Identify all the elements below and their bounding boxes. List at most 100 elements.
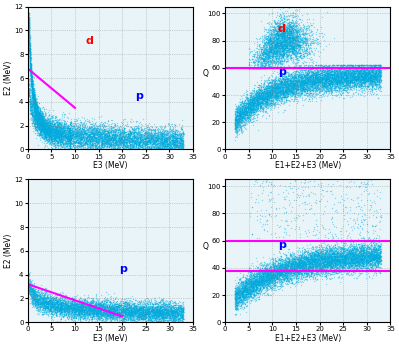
- Point: [293, 36, 299, 41]
- Point: [272, 60, 279, 65]
- Point: [46, 121, 53, 126]
- Point: [57, 125, 63, 130]
- Point: [73, 135, 79, 140]
- Point: [44, 132, 51, 137]
- Point: [347, 260, 354, 265]
- Point: [263, 273, 269, 278]
- Point: [238, 93, 245, 99]
- Point: [46, 298, 53, 304]
- Point: [277, 80, 283, 86]
- Point: [97, 134, 103, 139]
- Point: [284, 86, 290, 91]
- Point: [261, 101, 267, 106]
- Point: [265, 20, 271, 26]
- Point: [152, 304, 158, 310]
- Point: [352, 70, 358, 76]
- Point: [266, 37, 273, 43]
- Point: [109, 316, 115, 321]
- Point: [359, 251, 366, 257]
- Point: [42, 116, 48, 121]
- Point: [59, 125, 66, 131]
- Point: [46, 131, 52, 137]
- Point: [179, 147, 185, 152]
- Point: [294, 93, 301, 99]
- Point: [41, 130, 47, 136]
- Point: [270, 87, 276, 92]
- Point: [54, 293, 61, 298]
- Point: [64, 306, 70, 312]
- Point: [350, 226, 357, 231]
- Point: [272, 32, 278, 37]
- Point: [60, 135, 67, 141]
- Point: [282, 273, 289, 278]
- Point: [281, 278, 287, 283]
- Point: [233, 291, 240, 297]
- Point: [63, 139, 69, 145]
- Point: [356, 257, 362, 263]
- Point: [273, 84, 280, 90]
- Point: [137, 131, 144, 136]
- Point: [371, 74, 378, 79]
- Point: [300, 38, 306, 44]
- Point: [68, 316, 74, 322]
- Point: [129, 317, 135, 323]
- Point: [32, 102, 39, 107]
- Point: [277, 98, 284, 104]
- Point: [310, 78, 317, 84]
- Point: [269, 93, 275, 98]
- Point: [258, 85, 265, 90]
- Point: [172, 131, 178, 136]
- Point: [106, 132, 112, 137]
- Point: [307, 88, 314, 94]
- Point: [172, 313, 178, 318]
- Point: [282, 41, 288, 46]
- Point: [179, 307, 186, 313]
- Point: [137, 147, 143, 152]
- Point: [104, 304, 111, 310]
- Point: [276, 272, 282, 278]
- Point: [128, 125, 134, 130]
- Point: [244, 286, 250, 292]
- Point: [245, 65, 252, 71]
- Point: [290, 270, 296, 276]
- Point: [360, 72, 367, 77]
- Point: [61, 137, 67, 143]
- Point: [26, 32, 32, 37]
- Point: [339, 68, 346, 74]
- Point: [348, 271, 354, 276]
- Point: [248, 106, 255, 112]
- Point: [139, 316, 146, 322]
- Point: [304, 257, 310, 262]
- Point: [142, 314, 148, 320]
- Point: [270, 97, 277, 103]
- Point: [278, 257, 284, 262]
- Point: [306, 89, 312, 95]
- Point: [304, 250, 310, 255]
- Point: [288, 86, 295, 91]
- Point: [377, 261, 384, 267]
- Point: [161, 135, 168, 140]
- Point: [257, 278, 263, 283]
- Point: [261, 86, 267, 92]
- Point: [53, 132, 60, 137]
- Point: [146, 316, 153, 321]
- Point: [163, 312, 169, 318]
- Point: [361, 252, 368, 257]
- Point: [292, 53, 299, 58]
- Point: [73, 308, 79, 314]
- Point: [53, 144, 59, 149]
- Point: [271, 41, 278, 46]
- Point: [104, 143, 111, 148]
- Point: [160, 307, 166, 312]
- Point: [46, 138, 53, 144]
- Point: [312, 263, 318, 269]
- Point: [273, 75, 279, 80]
- Point: [375, 247, 381, 253]
- Point: [300, 80, 306, 86]
- Point: [62, 306, 68, 311]
- Point: [295, 273, 302, 279]
- Point: [45, 129, 51, 134]
- Point: [27, 43, 33, 49]
- Point: [354, 72, 361, 77]
- Point: [33, 108, 39, 114]
